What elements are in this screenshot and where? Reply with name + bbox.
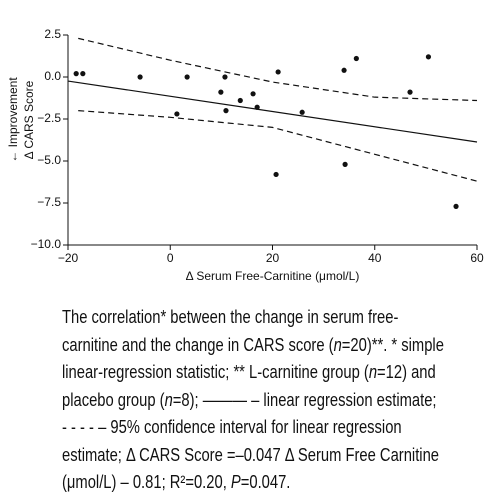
data-point xyxy=(237,97,243,104)
data-point xyxy=(425,54,432,60)
caption-text: =12) and xyxy=(377,362,436,382)
data-point xyxy=(174,111,180,117)
regression-line xyxy=(67,80,478,143)
data-point xyxy=(223,108,229,114)
data-point xyxy=(73,71,79,77)
data-point xyxy=(342,161,348,167)
data-point xyxy=(407,89,413,95)
caption-text: estimate; Δ CARS Score =–0.047 Δ Serum F… xyxy=(62,444,440,465)
caption-line: linear-regression statistic; ** L-carnit… xyxy=(62,359,456,387)
data-point xyxy=(453,203,459,209)
x-tick-label: −20 xyxy=(58,251,79,265)
data-point xyxy=(273,171,279,178)
caption-text: P xyxy=(230,472,241,492)
caption-text: The correlation* between the change in s… xyxy=(62,307,399,327)
data-point xyxy=(275,69,281,75)
x-tick-label: 60 xyxy=(470,251,484,265)
data-point xyxy=(341,67,347,73)
data-point xyxy=(218,89,224,95)
data-point xyxy=(137,74,143,80)
caption-line: placebo group (n=8); ——— – linear regres… xyxy=(62,387,456,415)
caption-text: n xyxy=(164,389,173,410)
caption: The correlation* between the change in s… xyxy=(62,304,488,497)
data-point xyxy=(353,55,359,62)
caption-text: =8); ——— – linear regression estimate; xyxy=(172,389,437,410)
x-axis-label: Δ Serum Free-Carnitine (μmol/L) xyxy=(186,269,360,283)
caption-line: estimate; Δ CARS Score =–0.047 Δ Serum F… xyxy=(62,442,456,470)
data-point xyxy=(299,109,305,115)
caption-text: linear-regression statistic; ** L-carnit… xyxy=(62,362,369,382)
ci-upper-line xyxy=(78,37,478,102)
caption-text: =20)**. * simple xyxy=(341,334,444,355)
x-tick-label: 0 xyxy=(167,251,174,265)
y-tick-label: 2.5 xyxy=(44,27,61,41)
ci-lower-line xyxy=(78,110,478,182)
y-tick-label: 0.0 xyxy=(44,69,61,83)
y-tick-label: −5.0 xyxy=(37,153,61,167)
caption-text: =0.047. xyxy=(240,472,291,492)
caption-text: n xyxy=(333,334,342,355)
caption-text: n xyxy=(368,362,378,382)
caption-line: carnitine and the change in CARS score (… xyxy=(62,332,456,360)
data-point xyxy=(250,91,256,97)
y-axis-label: Δ CARS Score xyxy=(22,80,36,159)
data-point xyxy=(254,104,260,110)
chart: 2.5 0.0 −2.5 −5.0 −7.5 −10.0−20 0 20 40 60 ← Impro… xyxy=(6,27,484,283)
y-tick-label: −10.0 xyxy=(31,237,62,251)
x-tick-label: 20 xyxy=(266,251,280,265)
data-point xyxy=(184,74,190,80)
data-point xyxy=(222,74,228,80)
caption-text: - - - - – 95% confidence interval for li… xyxy=(62,417,402,437)
y-tick-label: −2.5 xyxy=(37,111,61,125)
caption-text: placebo group ( xyxy=(62,389,165,410)
caption-line: The correlation* between the change in s… xyxy=(62,304,456,332)
y-axis-label: ← Improvement xyxy=(6,77,20,163)
x-tick-label: 40 xyxy=(368,251,382,265)
y-tick-label: −7.5 xyxy=(37,195,61,209)
data-point xyxy=(80,71,86,77)
caption-line: (μmol/L) – 0.81; R²=0.20, P=0.047. xyxy=(62,469,456,497)
caption-line: - - - - – 95% confidence interval for li… xyxy=(62,414,456,442)
caption-text: (μmol/L) – 0.81; R²=0.20, xyxy=(62,472,231,492)
caption-text: carnitine and the change in CARS score ( xyxy=(62,334,334,355)
